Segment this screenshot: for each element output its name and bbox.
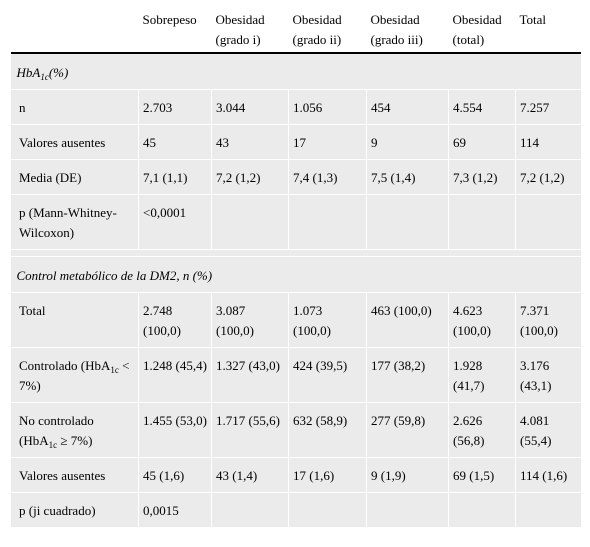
row-label: No controlado (HbA1c ≥ 7%)	[10, 402, 139, 458]
table-cell: 2.748 (100,0)	[138, 292, 212, 348]
table-cell: 7.371 (100,0)	[515, 292, 581, 348]
section-title-control: Control metabólico de la DM2, n (%)	[10, 256, 581, 293]
table-cell: 177 (38,2)	[366, 347, 449, 403]
table-cell: 9 (1,9)	[366, 457, 449, 493]
table-cell: 2.703	[138, 89, 212, 125]
table-cell: 9	[366, 124, 449, 160]
table-cell: 1.717 (55,6)	[211, 402, 289, 458]
table-cell: 4.554	[448, 89, 516, 125]
row-label-tail: < 7%)	[19, 358, 130, 393]
table-row: p (Mann-Whitney-Wilcoxon) <0,0001	[10, 194, 581, 250]
table-cell: 45	[138, 124, 212, 160]
table-cell: 7,2 (1,2)	[211, 159, 289, 195]
table-cell: 2.626 (56,8)	[448, 402, 516, 458]
table-cell	[366, 194, 449, 250]
header-cell-total: Total	[515, 10, 581, 54]
table-cell	[515, 194, 581, 250]
table-row: Controlado (HbA1c < 7%) 1.248 (45,4) 1.3…	[10, 347, 581, 403]
table-cell: 45 (1,6)	[138, 457, 212, 493]
row-label: Valores ausentes	[10, 124, 139, 160]
table-cell: 1.327 (43,0)	[211, 347, 289, 403]
row-label: Media (DE)	[10, 159, 139, 195]
section-title-sub: 1c	[40, 72, 49, 82]
table-cell	[288, 194, 367, 250]
table-cell: 277 (59,8)	[366, 402, 449, 458]
header-cell-sobrepeso: Sobrepeso	[138, 10, 212, 54]
table-cell: 69 (1,5)	[448, 457, 516, 493]
row-label: Valores ausentes	[10, 457, 139, 493]
table-cell: <0,0001	[138, 194, 212, 250]
table-cell: 17	[288, 124, 367, 160]
table-cell	[515, 492, 581, 528]
table-row: n 2.703 3.044 1.056 454 4.554 7.257	[10, 89, 581, 125]
spacer-cell	[10, 249, 581, 257]
spacer-row	[10, 249, 581, 257]
row-label-sub: 1c	[110, 365, 119, 375]
row-label-main: No controlado (HbA	[19, 413, 94, 448]
table-cell: 69	[448, 124, 516, 160]
table-cell: 424 (39,5)	[288, 347, 367, 403]
table-row: p (ji cuadrado) 0,0015	[10, 492, 581, 528]
row-label: p (Mann-Whitney-Wilcoxon)	[10, 194, 139, 250]
table-cell: 1.056	[288, 89, 367, 125]
table-row: Media (DE) 7,1 (1,1) 7,2 (1,2) 7,4 (1,3)…	[10, 159, 581, 195]
header-cell-obesidad-i: Obesidad (grado i)	[211, 10, 289, 54]
table-cell: 632 (58,9)	[288, 402, 367, 458]
table-row: No controlado (HbA1c ≥ 7%) 1.455 (53,0) …	[10, 402, 581, 458]
table-cell: 43	[211, 124, 289, 160]
header-cell-empty	[10, 10, 139, 54]
header-cell-obesidad-ii: Obesidad (grado ii)	[288, 10, 367, 54]
row-label-sub: 1c	[48, 440, 58, 450]
section-title-row: HbA1c(%)	[10, 53, 581, 90]
header-cell-obesidad-total: Obesidad (total)	[448, 10, 516, 54]
table-cell	[211, 492, 289, 528]
section-title-tail: (%)	[48, 65, 69, 80]
table-cell: 17 (1,6)	[288, 457, 367, 493]
table-cell: 7,3 (1,2)	[448, 159, 516, 195]
table-cell: 463 (100,0)	[366, 292, 449, 348]
table-cell: 7,1 (1,1)	[138, 159, 212, 195]
table-cell	[366, 492, 449, 528]
row-label: p (ji cuadrado)	[10, 492, 139, 528]
table-cell: 4.623 (100,0)	[448, 292, 516, 348]
row-label-main: Controlado (HbA	[19, 358, 111, 373]
table-cell	[448, 194, 516, 250]
row-label: Total	[10, 292, 139, 348]
table-row: Valores ausentes 45 (1,6) 43 (1,4) 17 (1…	[10, 457, 581, 493]
section-title-row: Control metabólico de la DM2, n (%)	[10, 256, 581, 293]
table-cell: 3.176 (43,1)	[515, 347, 581, 403]
table-cell: 1.248 (45,4)	[138, 347, 212, 403]
table-row: Valores ausentes 45 43 17 9 69 114	[10, 124, 581, 160]
table-cell: 1.073 (100,0)	[288, 292, 367, 348]
table-header-row: Sobrepeso Obesidad (grado i) Obesidad (g…	[10, 10, 581, 54]
table-cell: 7,4 (1,3)	[288, 159, 367, 195]
table-cell	[288, 492, 367, 528]
table-cell: 0,0015	[138, 492, 212, 528]
table-cell: 1.455 (53,0)	[138, 402, 212, 458]
table-cell	[448, 492, 516, 528]
table-cell: 7,2 (1,2)	[515, 159, 581, 195]
table-cell: 7.257	[515, 89, 581, 125]
row-label: n	[10, 89, 139, 125]
section-title-main: HbA	[16, 65, 41, 80]
table-cell: 7,5 (1,4)	[366, 159, 449, 195]
header-cell-obesidad-iii: Obesidad (grado iii)	[366, 10, 449, 54]
table-cell: 3.044	[211, 89, 289, 125]
row-label-tail: ≥ 7%)	[57, 433, 93, 448]
table-cell: 454	[366, 89, 449, 125]
table-row: Total 2.748 (100,0) 3.087 (100,0) 1.073 …	[10, 292, 581, 348]
table-cell: 1.928 (41,7)	[448, 347, 516, 403]
section-title-hba1c: HbA1c(%)	[10, 53, 581, 90]
data-table: Sobrepeso Obesidad (grado i) Obesidad (g…	[10, 10, 581, 528]
row-label: Controlado (HbA1c < 7%)	[10, 347, 139, 403]
table-cell: 4.081 (55,4)	[515, 402, 581, 458]
table-cell: 114	[515, 124, 581, 160]
table-cell: 3.087 (100,0)	[211, 292, 289, 348]
table-cell: 114 (1,6)	[515, 457, 581, 493]
table-cell	[211, 194, 289, 250]
table-cell: 43 (1,4)	[211, 457, 289, 493]
